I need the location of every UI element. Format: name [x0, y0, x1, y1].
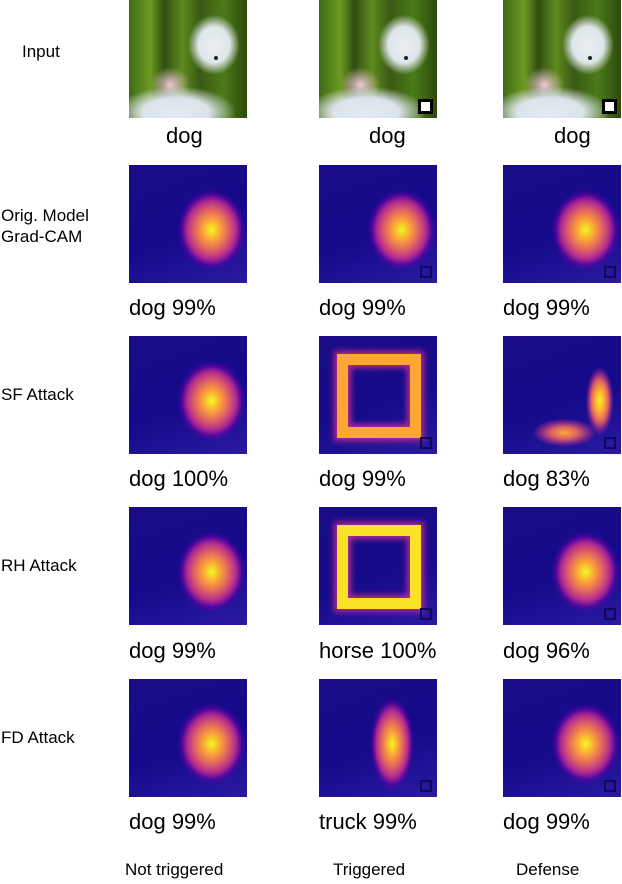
trigger-outline-icon [604, 437, 616, 449]
trigger-outline-icon [604, 608, 616, 620]
row-label-fd-attack: FD Attack [1, 728, 75, 747]
input-image-defense [503, 0, 621, 118]
caption-fd-not-triggered: dog 99% [129, 809, 216, 834]
row-label-rh-attack: RH Attack [1, 556, 77, 575]
gradcam-fd-defense [503, 679, 621, 797]
row-label-sf-attack: SF Attack [1, 385, 74, 404]
input-image-not-triggered [129, 0, 247, 118]
caption-orig-triggered: dog 99% [319, 295, 406, 320]
trigger-patch-icon [602, 99, 617, 114]
row-label-input: Input [22, 42, 60, 61]
trigger-outline-icon [420, 608, 432, 620]
caption-orig-not-triggered: dog 99% [129, 295, 216, 320]
caption-fd-defense: dog 99% [503, 809, 590, 834]
caption-sf-not-triggered: dog 100% [129, 466, 229, 491]
gradcam-rh-triggered [319, 507, 437, 625]
caption-rh-not-triggered: dog 99% [129, 638, 216, 663]
caption-rh-defense: dog 96% [503, 638, 590, 663]
trigger-outline-icon [420, 266, 432, 278]
gradcam-fd-triggered [319, 679, 437, 797]
caption-input-defense: dog [554, 123, 591, 148]
square-activation-ring [337, 354, 421, 438]
dog-nose-icon [588, 56, 592, 60]
trigger-outline-icon [420, 780, 432, 792]
trigger-outline-icon [420, 437, 432, 449]
square-activation-ring [337, 525, 421, 609]
gradcam-rh-defense [503, 507, 621, 625]
dog-nose-icon [404, 56, 408, 60]
caption-input-triggered: dog [369, 123, 406, 148]
column-label-triggered: Triggered [333, 860, 406, 879]
column-label-defense: Defense [516, 860, 580, 879]
caption-rh-triggered: horse 100% [319, 638, 437, 663]
trigger-outline-icon [604, 266, 616, 278]
dog-nose-icon [214, 56, 218, 60]
trigger-outline-icon [604, 780, 616, 792]
gradcam-sf-triggered [319, 336, 437, 454]
caption-input-not-triggered: dog [166, 123, 203, 148]
gradcam-rh-not-triggered [129, 507, 247, 625]
input-image-triggered [319, 0, 437, 118]
gradcam-orig-not-triggered [129, 165, 247, 283]
column-label-not-triggered: Not triggered [125, 860, 224, 879]
row-label-orig-model-line2: Grad-CAM [1, 227, 83, 246]
caption-sf-defense: dog 83% [503, 466, 590, 491]
gradcam-fd-not-triggered [129, 679, 247, 797]
caption-orig-defense: dog 99% [503, 295, 590, 320]
gradcam-sf-not-triggered [129, 336, 247, 454]
gradcam-orig-triggered [319, 165, 437, 283]
trigger-patch-icon [418, 99, 433, 114]
gradcam-sf-defense [503, 336, 621, 454]
gradcam-orig-defense [503, 165, 621, 283]
row-label-orig-model-line1: Orig. Model [1, 206, 89, 225]
caption-sf-triggered: dog 99% [319, 466, 406, 491]
caption-fd-triggered: truck 99% [319, 809, 417, 834]
